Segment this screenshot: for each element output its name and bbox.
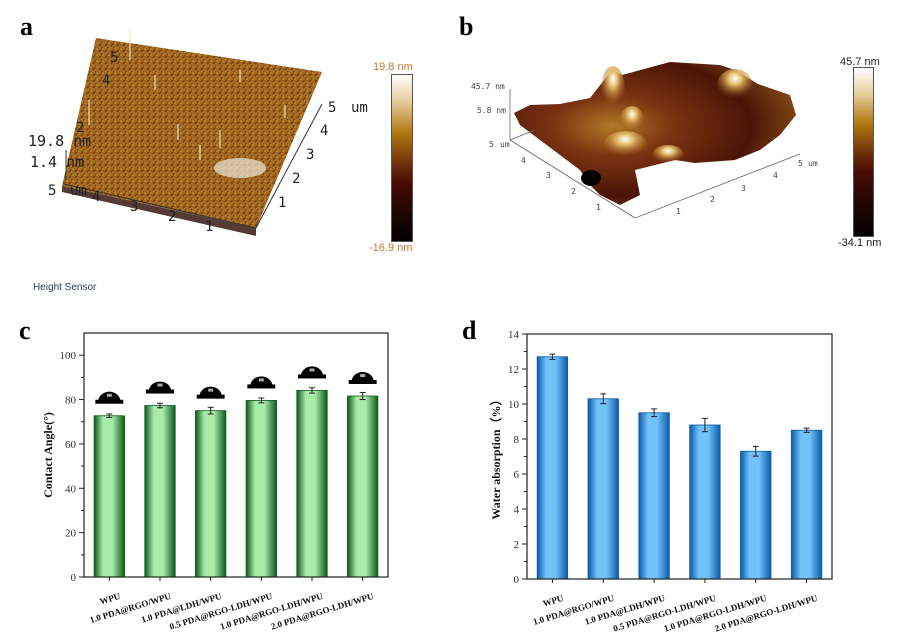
error-bar-c-2 (207, 406, 214, 415)
x-label-d-0: WPU (542, 593, 565, 609)
afm-b-x-tick-3: 3 (741, 184, 746, 193)
bar-c-5 (347, 395, 379, 578)
panel-letter-c: c (19, 316, 31, 345)
error-bar-c-3 (258, 397, 265, 404)
bar-c-4 (296, 390, 328, 578)
droplet-icon-4 (298, 366, 326, 379)
y-tick-label-c-4: 80 (65, 395, 77, 407)
afm-a-y-tick-2: 2 (168, 209, 177, 225)
y-tick-label-c-5: 100 (60, 350, 77, 362)
y-tick-label-d-3: 6 (514, 469, 520, 481)
colorbar-b-min: -34.1 nm (838, 237, 882, 249)
afm-a-back-tick-4: 4 (102, 73, 111, 89)
y-axis-label-c: Contact Angle(°) (41, 412, 55, 498)
panel-letter-d: d (462, 316, 477, 345)
afm-a-x-unit: um (351, 100, 368, 116)
colorbar-a (391, 74, 413, 242)
afm-b-y-tick-2: 2 (571, 187, 576, 196)
plot-frame-d (526, 333, 833, 580)
error-bar-d-1 (600, 393, 607, 405)
droplet-icon-3 (247, 376, 276, 389)
bar-d-0 (536, 356, 569, 580)
height-sensor-label: Height Sensor (33, 282, 97, 293)
y-axis-label-d: Water absorption（%） (488, 393, 503, 519)
afm-b-z-mid-label: 5.8 nm (477, 106, 506, 115)
afm-b-y-tick-3: 3 (546, 171, 551, 180)
panel-letter-a: a (20, 12, 33, 41)
bar-d-4 (740, 450, 772, 580)
y-tick-label-c-3: 60 (65, 439, 77, 451)
afm-b-y-unit: um (500, 140, 510, 149)
colorbar-a-min: -16.9 nm (369, 242, 413, 254)
plot-frame-c (83, 332, 389, 578)
y-tick-label-d-6: 12 (508, 364, 519, 376)
afm-b-z-top-label: 45.7 nm (471, 82, 505, 91)
afm-a-z-top-label: 19.8 nm (28, 132, 92, 150)
error-bar-d-2 (651, 408, 658, 418)
afm-a-y-tick-5: 5 (48, 183, 57, 199)
droplet-icon-0 (95, 391, 124, 404)
error-bar-d-3 (701, 417, 708, 433)
afm-b-x-unit: um (808, 159, 818, 168)
afm-b-x-tick-2: 2 (710, 195, 715, 204)
y-tick-label-d-1: 2 (514, 539, 520, 551)
error-bar-c-1 (157, 402, 163, 409)
afm-b-y-tick-1: 1 (596, 203, 601, 212)
y-tick-label-c-1: 20 (65, 528, 77, 540)
afm-a-y-tick-4: 4 (92, 189, 101, 205)
droplet-icon-5 (348, 371, 377, 384)
error-bar-d-4 (752, 445, 759, 457)
y-tick-label-d-5: 10 (508, 399, 520, 411)
y-tick-label-d-4: 8 (514, 434, 520, 446)
afm-b-x-tick-1: 1 (676, 207, 681, 216)
colorbar-b-max: 45.7 nm (840, 56, 880, 68)
error-bar-d-5 (803, 427, 810, 433)
afm-a-x-tick-5: 5 (328, 100, 337, 116)
bar-c-2 (195, 410, 227, 578)
droplet-icon-2 (196, 386, 225, 399)
panel-letter-b: b (459, 12, 474, 41)
bar-d-3 (689, 424, 721, 580)
bar-d-2 (638, 412, 670, 580)
afm-a-back-tick-5: 5 (110, 50, 119, 66)
error-bar-d-0 (549, 353, 556, 360)
bar-c-1 (144, 405, 176, 578)
afm-b-x-tick-5: 5 (798, 159, 803, 168)
error-bar-c-0 (106, 413, 113, 419)
colorbar-a-max: 19.8 nm (373, 61, 413, 73)
bar-c-0 (93, 415, 125, 578)
afm-b-y-tick-4: 4 (521, 156, 526, 165)
droplet-icon-1 (146, 381, 174, 394)
afm-a-back-tick-2: 2 (76, 120, 85, 136)
error-bar-c-4 (309, 387, 315, 394)
afm-a-y-tick-3: 3 (130, 199, 139, 215)
afm-a-y-unit: um (70, 183, 87, 199)
y-tick-label-c-0: 0 (71, 572, 77, 584)
afm-a-z-mid-label: 1.4 nm (30, 153, 85, 171)
afm-a-x-tick-3: 3 (306, 147, 315, 163)
y-tick-label-d-7: 14 (508, 329, 520, 341)
bar-d-1 (587, 398, 619, 580)
error-bar-c-5 (359, 391, 366, 401)
y-tick-label-d-2: 4 (514, 504, 520, 516)
afm-a-y-tick-1: 1 (205, 219, 214, 235)
afm-b-x-tick-4: 4 (773, 171, 778, 180)
afm-a-x-tick-2: 2 (292, 171, 301, 187)
y-tick-label-d-0: 0 (514, 574, 520, 586)
y-tick-label-c-2: 40 (65, 483, 77, 495)
bar-d-5 (790, 429, 823, 580)
afm-b-y-tick-5: 5 (489, 140, 494, 149)
afm-a-x-tick-1: 1 (278, 195, 287, 211)
afm-a-x-tick-4: 4 (320, 123, 329, 139)
colorbar-b (853, 67, 874, 237)
